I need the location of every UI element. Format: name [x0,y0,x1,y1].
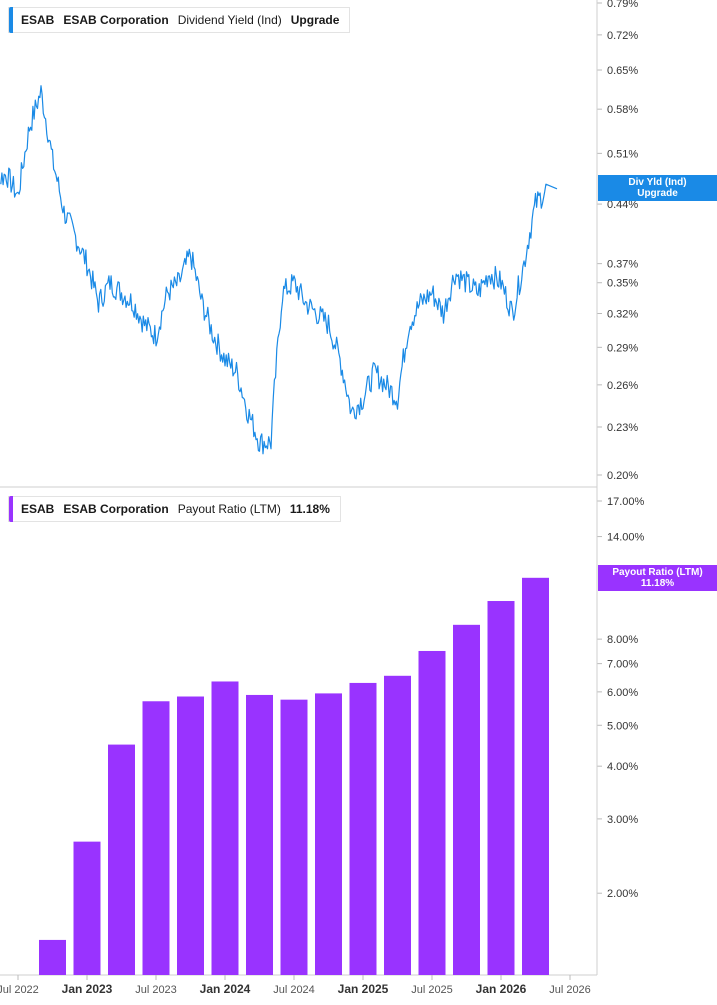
bottom-legend-value: 11.18% [289,502,330,516]
payout-bar [522,577,549,975]
bottom-y-tick-label: 7.00% [607,659,638,671]
top-y-tick-label: 0.29% [607,342,638,354]
bottom-y-tick-label: 6.00% [607,687,638,699]
bottom-legend-color [9,496,13,522]
top-y-tick-label: 0.26% [607,380,638,392]
x-tick-label: Jul 2024 [273,984,315,996]
top-legend-company: ESAB Corporation [63,13,169,27]
top-legend: ESAB ESAB Corporation Dividend Yield (In… [8,7,351,33]
payout-bars [39,577,549,975]
x-tick-label: Jul 2026 [549,984,591,996]
x-tick-label: Jan 2024 [200,982,251,996]
payout-tag-label: Payout Ratio (LTM) [612,567,703,578]
payout-bar [384,675,411,975]
top-y-tick-label: 0.37% [607,259,638,271]
payout-bar [453,624,480,975]
top-legend-upgrade-link[interactable]: Upgrade [290,13,340,27]
div-yield-tag-label: Div Yld (Ind) [628,177,687,188]
bottom-y-tick-label: 14.00% [607,532,645,544]
payout-ratio-price-tag: Payout Ratio (LTM) 11.18% [598,565,717,591]
top-y-tick-label: 0.20% [607,470,638,482]
bottom-y-tick-label: 2.00% [607,888,638,900]
top-y-tick-label: 0.58% [607,104,638,116]
dividend-yield-line [0,85,558,455]
top-legend-metric: Dividend Yield (Ind) [177,13,282,27]
x-tick-label: Jul 2023 [135,984,177,996]
payout-bar [246,694,273,975]
top-y-tick-label: 0.44% [607,199,638,211]
bottom-y-axis: 17.00% 14.00% 8.00% 7.00% 6.00% 5.00% 4.00% 3.0… [597,496,645,900]
payout-bar [349,682,377,975]
top-y-axis: 0.79% 0.72% 0.65% 0.58% 0.51% 0.44% 0.37% 0.35%… [597,0,638,482]
payout-tag-value: 11.18% [640,578,675,589]
x-tick-label: Jul 2022 [0,984,39,996]
x-tick-label: Jan 2025 [338,982,389,996]
x-tick-label: Jan 2026 [476,982,527,996]
bottom-legend: ESAB ESAB Corporation Payout Ratio (LTM)… [8,496,341,522]
payout-bar [315,693,342,975]
payout-bar [418,650,446,975]
payout-bar [177,696,204,975]
payout-bar [108,744,135,975]
top-y-tick-label: 0.51% [607,148,638,160]
top-legend-color [9,7,13,33]
top-legend-ticker: ESAB [21,13,55,27]
x-tick-label: Jul 2025 [411,984,453,996]
bottom-y-tick-label: 4.00% [607,761,638,773]
payout-bar [142,701,170,975]
payout-bar [487,601,515,975]
bottom-y-tick-label: 5.00% [607,720,638,732]
bottom-legend-ticker: ESAB [21,502,55,516]
x-axis: Jul 2022 Jan 2023 Jul 2023 Jan 2024 Jul 2024… [0,975,591,996]
bottom-legend-company: ESAB Corporation [63,502,169,516]
top-y-tick-label: 0.65% [607,65,638,77]
bottom-legend-metric: Payout Ratio (LTM) [177,502,281,516]
top-y-tick-label: 0.23% [607,422,638,434]
top-y-tick-label: 0.72% [607,30,638,42]
bottom-y-tick-label: 17.00% [607,496,645,508]
div-yield-tag-value: Upgrade [637,188,678,199]
top-y-tick-label: 0.32% [607,309,638,321]
bottom-y-tick-label: 8.00% [607,634,638,646]
x-tick-label: Jan 2023 [62,982,113,996]
payout-bar [280,699,308,975]
payout-bar [39,939,66,975]
bottom-y-tick-label: 3.00% [607,814,638,826]
payout-bar [73,841,101,975]
top-y-tick-label: 0.35% [607,278,638,290]
div-yield-price-tag[interactable]: Div Yld (Ind) Upgrade [598,175,717,201]
top-y-tick-label: 0.79% [607,0,638,10]
payout-bar [211,681,239,975]
